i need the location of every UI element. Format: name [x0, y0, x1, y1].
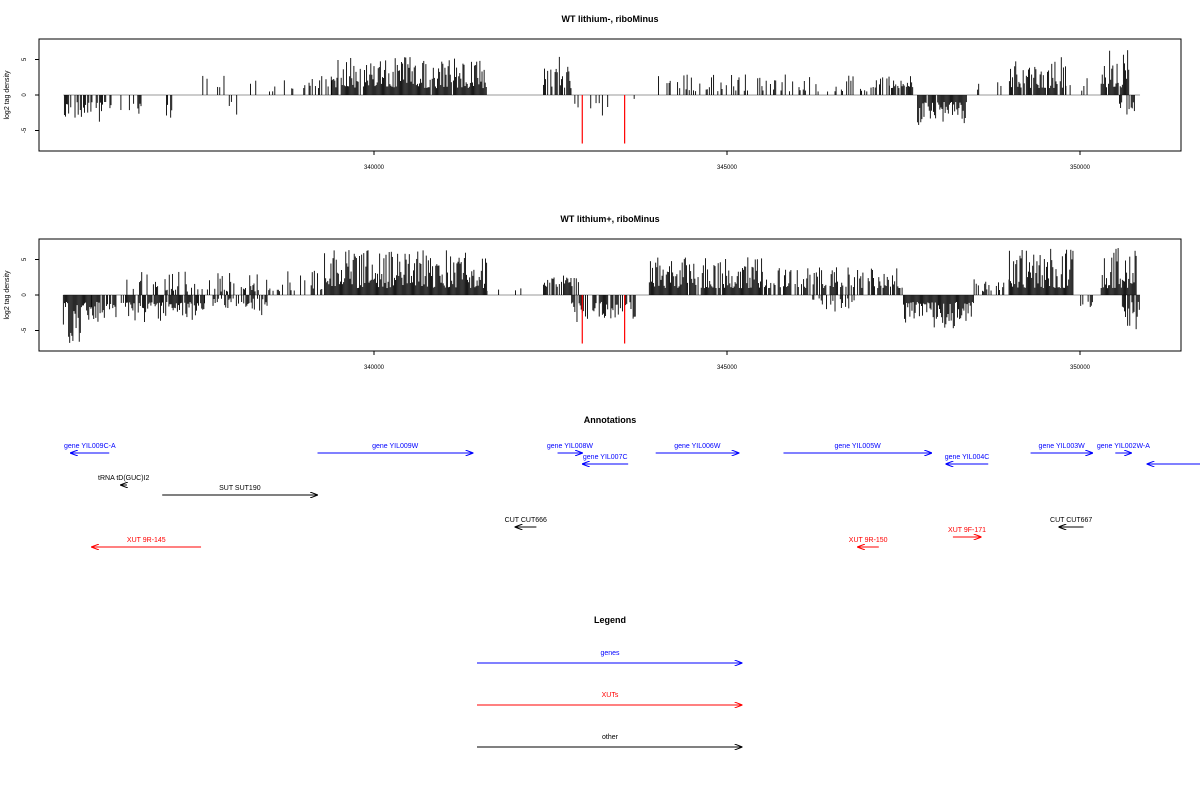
- legend-label-genes: genes: [600, 650, 620, 657]
- y-tick-label: 5: [22, 57, 28, 61]
- legend-title: Legend: [594, 615, 626, 625]
- track-panel-lithium-minus: WT lithium-, riboMinus log2 tag density …: [4, 14, 1182, 171]
- feature-label: gene YIL007C: [583, 454, 628, 461]
- feature-label: gene YIL008W: [547, 443, 594, 450]
- feature-label: CUT CUT666: [505, 517, 547, 524]
- y-tick-label: 5: [22, 257, 28, 261]
- y-axis-label: log2 tag density: [4, 70, 11, 120]
- chart-title: WT lithium-, riboMinus: [562, 14, 659, 24]
- y-tick-label: 0: [22, 293, 28, 297]
- x-tick-label: 340000: [364, 365, 385, 371]
- y-tick-label: 0: [22, 93, 28, 97]
- x-tick-label: 345000: [717, 165, 738, 171]
- feature-label: gene YIL005W: [835, 443, 882, 450]
- y-tick-label: -5: [22, 127, 28, 133]
- x-tick-label: 340000: [364, 165, 385, 171]
- feature-label: gene YIL004C: [945, 454, 990, 461]
- feature-group: gene YIL009C-A gene YIL009W gene YIL008W ge…: [64, 443, 1200, 547]
- x-tick-label: 350000: [1070, 165, 1091, 171]
- y-axis: 5 0 -5: [22, 257, 39, 333]
- y-tick-label: -5: [22, 327, 28, 333]
- feature-label: gene YIL009W: [372, 443, 419, 450]
- bar-group: [62, 248, 1141, 344]
- annotations-title: Annotations: [584, 415, 637, 425]
- y-axis: 5 0 -5: [22, 57, 39, 133]
- annotations-track: Annotations gene YIL009C-A gene YIL009W ge…: [64, 415, 1200, 547]
- feature-label: XUT 9R-145: [127, 537, 166, 544]
- feature-label: XUT 9R-150: [849, 537, 888, 544]
- feature-label: XUT 9F-171: [948, 527, 986, 534]
- feature-label: SUT SUT190: [219, 485, 261, 492]
- feature-label: tRNA tD(GUC)I2: [98, 475, 149, 482]
- y-axis-label: log2 tag density: [4, 270, 11, 320]
- feature-label: gene YIL006W: [674, 443, 721, 450]
- feature-label: gene YIL003W: [1039, 443, 1086, 450]
- feature-label: CUT CUT667: [1050, 517, 1092, 524]
- feature-label: gene YIL009C-A: [64, 443, 116, 450]
- legend: Legend genes XUTs other: [477, 615, 742, 747]
- x-axis: 340000 345000 350000: [364, 151, 1091, 171]
- track-panel-lithium-plus: WT lithium+, riboMinus log2 tag density …: [4, 214, 1182, 371]
- x-axis: 340000 345000 350000: [364, 351, 1091, 371]
- bar-group: [63, 50, 1141, 144]
- chart-title: WT lithium+, riboMinus: [560, 214, 659, 224]
- legend-label-xuts: XUTs: [602, 692, 619, 699]
- legend-label-other: other: [602, 734, 619, 741]
- x-tick-label: 350000: [1070, 365, 1091, 371]
- x-tick-label: 345000: [717, 365, 738, 371]
- feature-label: gene YIL002W-A: [1097, 443, 1150, 450]
